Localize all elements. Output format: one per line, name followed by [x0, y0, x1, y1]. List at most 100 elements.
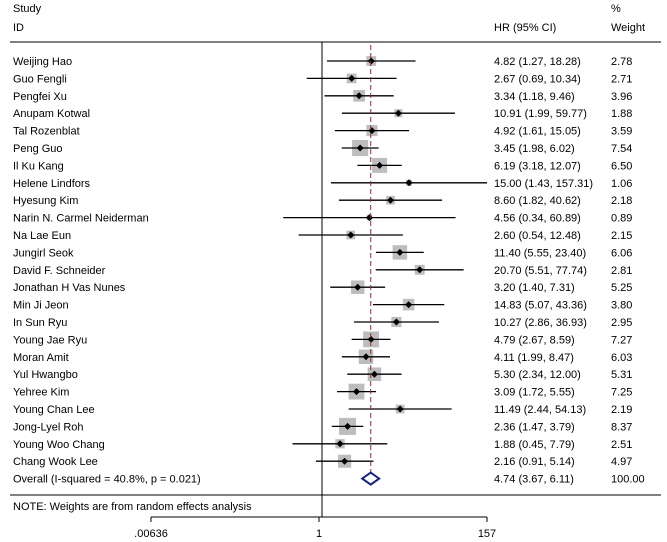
study-point-estimate — [367, 335, 375, 343]
study-row: Tal Rozenblat 4.92 (1.61, 15.05) 3.59 — [13, 125, 632, 138]
study-point-estimate — [394, 109, 402, 117]
study-point-estimate — [355, 92, 363, 100]
study-name: Chang Wook Lee — [13, 456, 98, 468]
study-name: Young Jae Ryu — [13, 334, 87, 346]
study-weight: 7.27 — [611, 334, 632, 346]
study-point-estimate — [396, 405, 404, 413]
study-name: Young Chan Lee — [13, 404, 95, 416]
study-name: Moran Amit — [13, 352, 69, 364]
study-name: Guo Fengli — [13, 73, 67, 85]
study-hr-ci: 3.34 (1.18, 9.46) — [494, 91, 575, 103]
study-row: Hyesung Kim 8.60 (1.82, 40.62) 2.18 — [13, 195, 632, 207]
study-hr-ci: 10.27 (2.86, 36.93) — [494, 317, 587, 329]
study-weight: 0.89 — [611, 213, 632, 225]
study-row: Young Chan Lee 11.49 (2.44, 54.13) 2.19 — [13, 404, 632, 416]
study-weight: 2.19 — [611, 404, 632, 416]
study-weight: 1.88 — [611, 108, 632, 120]
study-weight: 3.80 — [611, 300, 632, 312]
study-hr-ci: 3.20 (1.40, 7.31) — [494, 282, 575, 294]
study-weight: 2.71 — [611, 73, 632, 85]
study-name: Il Ku Kang — [13, 160, 64, 172]
study-hr-ci: 4.92 (1.61, 15.05) — [494, 126, 581, 138]
study-row: Pengfei Xu 3.34 (1.18, 9.46) 3.96 — [13, 89, 632, 103]
study-weight: 2.18 — [611, 195, 632, 207]
study-point-estimate — [367, 57, 375, 65]
study-row: Moran Amit 4.11 (1.99, 8.47) 6.03 — [13, 349, 632, 365]
study-point-estimate — [405, 301, 413, 309]
weight-header: Weight — [611, 22, 645, 34]
study-weight: 7.54 — [611, 143, 632, 155]
study-row: Narin N. Carmel Neiderman 4.56 (0.34, 60.… — [13, 213, 632, 225]
study-weight: 6.03 — [611, 352, 632, 364]
study-row: Jungirl Seok 11.40 (5.55, 23.40) 6.06 — [13, 245, 632, 260]
study-hr-ci: 8.60 (1.82, 40.62) — [494, 195, 581, 207]
study-weight: 1.06 — [611, 178, 632, 190]
study-point-estimate — [387, 196, 395, 204]
hr-ci-header: HR (95% CI) — [494, 22, 556, 34]
study-hr-ci: 14.83 (5.07, 43.36) — [494, 300, 587, 312]
study-row: Jonathan H Vas Nunes 3.20 (1.40, 7.31) 5.2… — [13, 280, 632, 294]
study-point-estimate — [396, 248, 404, 256]
x-axis-ticks: .00636 1 157 — [134, 517, 496, 540]
footnote: NOTE: Weights are from random effects an… — [13, 501, 252, 513]
study-rows: Weijing Hao 4.82 (1.27, 18.28) 2.78 Guo Fen… — [13, 56, 632, 468]
study-row: In Sun Ryu 10.27 (2.86, 36.93) 2.95 — [13, 316, 632, 329]
study-point-estimate — [354, 283, 362, 291]
study-weight: 8.37 — [611, 421, 632, 433]
study-point-estimate — [353, 388, 361, 396]
study-weight: 6.50 — [611, 160, 632, 172]
study-point-estimate — [405, 179, 413, 187]
study-weight: 2.81 — [611, 265, 632, 277]
study-row: Yul Hwangbo 5.30 (2.34, 12.00) 5.31 — [13, 367, 632, 381]
study-name: Min Ji Jeon — [13, 300, 69, 312]
study-row: Min Ji Jeon 14.83 (5.07, 43.36) 3.80 — [13, 298, 632, 312]
study-hr-ci: 11.49 (2.44, 54.13) — [494, 404, 586, 416]
study-point-estimate — [362, 353, 370, 361]
study-name: Narin N. Carmel Neiderman — [13, 213, 149, 225]
study-row: Peng Guo 3.45 (1.98, 6.02) 7.54 — [13, 139, 632, 157]
study-point-estimate — [347, 231, 355, 239]
study-hr-ci: 10.91 (1.99, 59.77) — [494, 108, 587, 120]
study-name: In Sun Ryu — [13, 317, 67, 329]
study-row: Weijing Hao 4.82 (1.27, 18.28) 2.78 — [13, 56, 632, 68]
study-name: Jungirl Seok — [13, 247, 74, 259]
study-point-estimate — [416, 266, 424, 274]
study-name: Anupam Kotwal — [13, 108, 90, 120]
study-name: Tal Rozenblat — [13, 126, 80, 138]
overall-hr-ci: 4.74 (3.67, 6.11) — [494, 474, 574, 486]
percent-header: % — [611, 3, 621, 15]
study-hr-ci: 15.00 (1.43, 157.31) — [494, 178, 593, 190]
study-hr-ci: 5.30 (2.34, 12.00) — [494, 369, 581, 381]
study-weight: 2.78 — [611, 56, 632, 68]
id-header: ID — [13, 22, 24, 34]
study-row: Young Jae Ryu 4.79 (2.67, 8.59) 7.27 — [13, 331, 632, 348]
study-hr-ci: 6.19 (3.18, 12.07) — [494, 160, 581, 172]
overall-row: Overall (I-squared = 40.8%, p = 0.021) 4.… — [13, 45, 645, 486]
study-weight: 3.59 — [611, 126, 632, 138]
study-point-estimate — [336, 440, 344, 448]
study-name: Jong-Lyel Roh — [13, 421, 84, 433]
study-point-estimate — [392, 318, 400, 326]
study-hr-ci: 3.09 (1.72, 5.55) — [494, 387, 575, 399]
study-name: David F. Schneider — [13, 265, 106, 277]
study-hr-ci: 2.16 (0.91, 5.14) — [494, 456, 575, 468]
study-header: Study — [13, 3, 42, 15]
study-point-estimate — [376, 161, 384, 169]
study-name: Hyesung Kim — [13, 195, 78, 207]
study-hr-ci: 2.67 (0.69, 10.34) — [494, 73, 581, 85]
study-name: Yehree Kim — [13, 387, 69, 399]
study-weight: 3.96 — [611, 91, 632, 103]
x-tick-label: 1 — [316, 528, 322, 540]
study-weight: 5.25 — [611, 282, 632, 294]
study-name: Helene Lindfors — [13, 178, 91, 190]
study-name: Jonathan H Vas Nunes — [13, 282, 126, 294]
study-hr-ci: 2.36 (1.47, 3.79) — [494, 421, 575, 433]
study-row: Il Ku Kang 6.19 (3.18, 12.07) 6.50 — [13, 157, 632, 173]
study-point-estimate — [341, 457, 349, 465]
study-hr-ci: 4.82 (1.27, 18.28) — [494, 56, 581, 68]
study-row: Young Woo Chang 1.88 (0.45, 7.79) 2.51 — [13, 439, 632, 451]
study-hr-ci: 11.40 (5.55, 23.40) — [494, 247, 586, 259]
study-name: Weijing Hao — [13, 56, 72, 68]
study-name: Pengfei Xu — [13, 91, 67, 103]
